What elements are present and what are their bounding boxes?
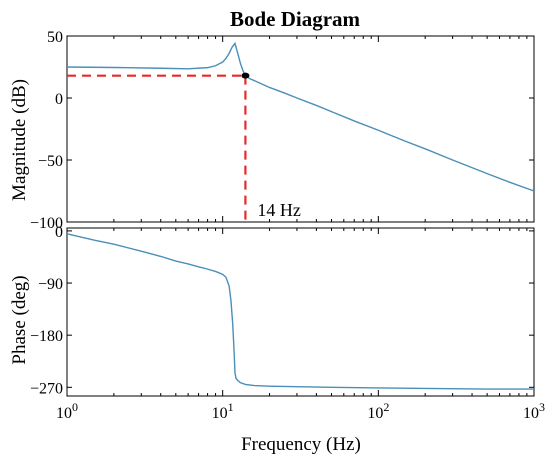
magnitude-axes-frame (66, 35, 535, 223)
magnitude-ytick-label: 50 (47, 29, 63, 46)
frequency-tick-labels: 100 101 102 103 (56, 400, 545, 422)
magnitude-axis-label: Magnitude (dB) (9, 79, 30, 201)
phase-panel: 0 −90 −180 −270 (30, 224, 535, 397)
phase-series-line (66, 233, 534, 390)
phase-ytick-label: −90 (38, 276, 63, 293)
annotation-point (241, 72, 250, 79)
magnitude-series-line (66, 41, 535, 192)
phase-axes-frame (66, 227, 535, 397)
frequency-tick-label: 100 (56, 400, 78, 422)
magnitude-panel: 50 0 −50 −100 14 Hz (30, 29, 535, 232)
phase-ytick-label: 0 (55, 224, 63, 241)
phase-axis-label: Phase (deg) (9, 275, 30, 364)
magnitude-ytick-label: −50 (38, 153, 63, 170)
frequency-tick-label: 102 (367, 400, 389, 422)
frequency-axis-label: Frequency (Hz) (241, 434, 361, 455)
frequency-tick-label: 103 (523, 400, 545, 422)
magnitude-ytick-label: −100 (30, 215, 63, 232)
phase-ytick-label: −270 (30, 380, 63, 397)
frequency-tick-label: 101 (212, 400, 234, 422)
phase-ytick-label: −180 (30, 328, 63, 345)
magnitude-ytick-label: 0 (55, 91, 63, 108)
chart-title: Bode Diagram (230, 7, 361, 31)
annotation-label: 14 Hz (257, 200, 301, 220)
